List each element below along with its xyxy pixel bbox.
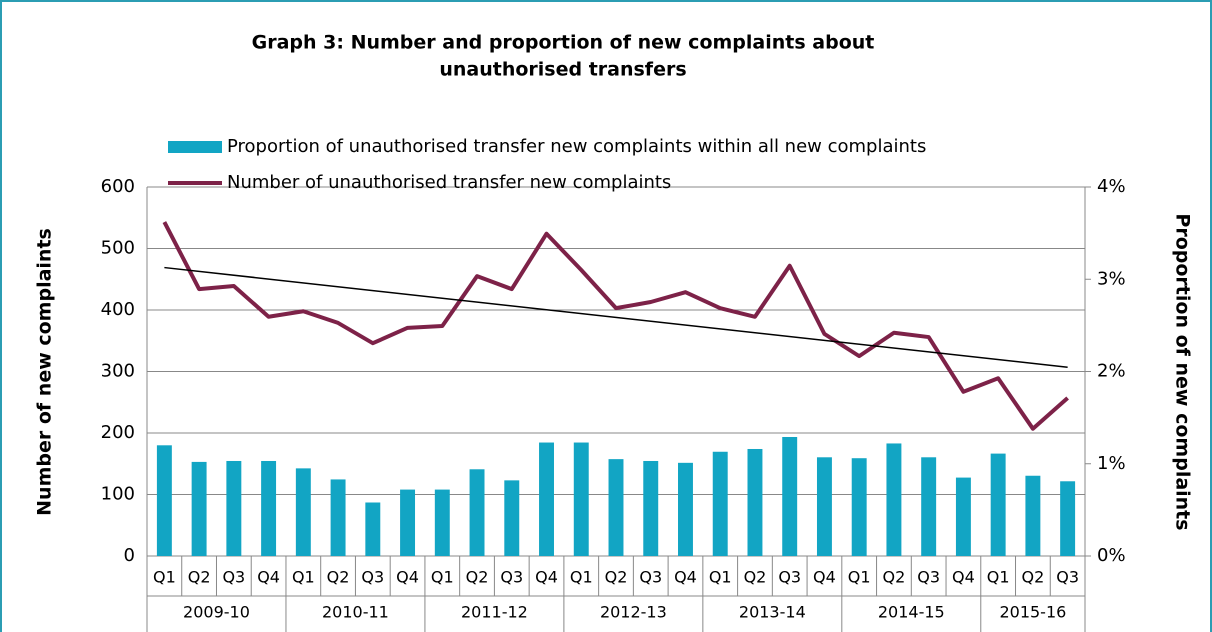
chart-title: unauthorised transfers <box>439 59 686 81</box>
y-tick-label: 600 <box>101 176 135 197</box>
legend-label: Proportion of unauthorised transfer new … <box>227 136 926 157</box>
x-tick-label: Q1 <box>987 568 1010 587</box>
x-tick-label: Q2 <box>744 568 767 587</box>
bar <box>295 468 311 556</box>
x-tick-label: Q3 <box>222 568 245 587</box>
y-tick-label: 0 <box>124 545 135 566</box>
group-label: 2010-11 <box>322 603 389 622</box>
x-tick-label: Q1 <box>431 568 454 587</box>
y2-tick-label: 4% <box>1097 176 1126 197</box>
x-tick-label: Q3 <box>361 568 384 587</box>
bar <box>886 443 902 556</box>
bar <box>712 451 728 556</box>
bar <box>955 477 971 556</box>
bar <box>816 457 832 556</box>
bar <box>261 460 277 556</box>
y2-tick-label: 3% <box>1097 268 1126 289</box>
y2-tick-label: 0% <box>1097 545 1126 566</box>
bar <box>990 453 1006 556</box>
group-label: 2009-10 <box>183 603 250 622</box>
bar <box>330 479 346 556</box>
bar <box>608 459 624 556</box>
y-tick-label: 100 <box>101 484 135 505</box>
x-tick-label: Q4 <box>257 568 280 587</box>
bar <box>1025 475 1041 556</box>
x-tick-label: Q2 <box>327 568 350 587</box>
x-tick-label: Q2 <box>188 568 211 587</box>
legend-swatch <box>168 141 222 153</box>
x-tick-label: Q3 <box>639 568 662 587</box>
x-tick-label: Q1 <box>570 568 593 587</box>
bar <box>851 458 867 556</box>
x-tick-label: Q1 <box>848 568 871 587</box>
y-tick-label: 300 <box>101 361 135 382</box>
y2-axis-title: Proportion of new complaints <box>1172 213 1194 530</box>
x-tick-label: Q1 <box>292 568 315 587</box>
bar <box>921 457 937 556</box>
group-label: 2011-12 <box>461 603 528 622</box>
group-label: 2013-14 <box>739 603 806 622</box>
x-tick-label: Q4 <box>952 568 975 587</box>
bar <box>365 502 381 556</box>
group-label: 2014-15 <box>878 603 945 622</box>
x-tick-label: Q4 <box>396 568 419 587</box>
bar <box>782 436 798 556</box>
x-tick-label: Q3 <box>1056 568 1079 587</box>
x-tick-label: Q1 <box>153 568 176 587</box>
y-tick-label: 500 <box>101 238 135 259</box>
bar <box>400 489 416 556</box>
group-label: 2015-16 <box>999 603 1066 622</box>
bar <box>434 489 450 556</box>
y-tick-label: 400 <box>101 299 135 320</box>
chart-title: Graph 3: Number and proportion of new co… <box>252 32 875 54</box>
x-tick-label: Q2 <box>605 568 628 587</box>
y-tick-label: 200 <box>101 422 135 443</box>
bar <box>747 448 763 556</box>
bar <box>539 442 554 556</box>
bar <box>643 460 659 556</box>
y2-tick-label: 1% <box>1097 453 1126 474</box>
bar <box>226 460 242 556</box>
x-tick-label: Q3 <box>500 568 523 587</box>
x-tick-label: Q4 <box>674 568 697 587</box>
legend-label: Number of unauthorised transfer new comp… <box>227 172 671 193</box>
bar <box>1060 481 1076 556</box>
bar <box>504 480 520 556</box>
trendline <box>164 266 1068 368</box>
group-label: 2012-13 <box>600 603 667 622</box>
line <box>162 221 1069 431</box>
bar <box>678 462 693 556</box>
y2-tick-label: 2% <box>1097 361 1126 382</box>
bar <box>191 461 207 556</box>
x-tick-label: Q2 <box>466 568 489 587</box>
x-tick-label: Q4 <box>535 568 558 587</box>
x-tick-label: Q3 <box>778 568 801 587</box>
bar <box>573 442 589 556</box>
bar <box>469 469 485 556</box>
x-tick-label: Q4 <box>813 568 836 587</box>
x-tick-label: Q2 <box>883 568 906 587</box>
y-axis-title: Number of new complaints <box>34 228 56 516</box>
bar <box>156 445 172 556</box>
x-tick-label: Q1 <box>709 568 732 587</box>
x-tick-label: Q2 <box>1021 568 1044 587</box>
x-tick-label: Q3 <box>917 568 940 587</box>
